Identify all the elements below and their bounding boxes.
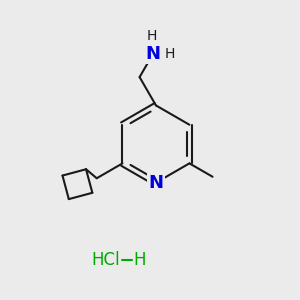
Text: N: N [148,174,164,192]
Text: N: N [146,45,160,63]
Text: H: H [146,28,157,43]
Text: HCl: HCl [91,251,120,269]
Text: H: H [133,251,146,269]
Text: H: H [164,47,175,61]
